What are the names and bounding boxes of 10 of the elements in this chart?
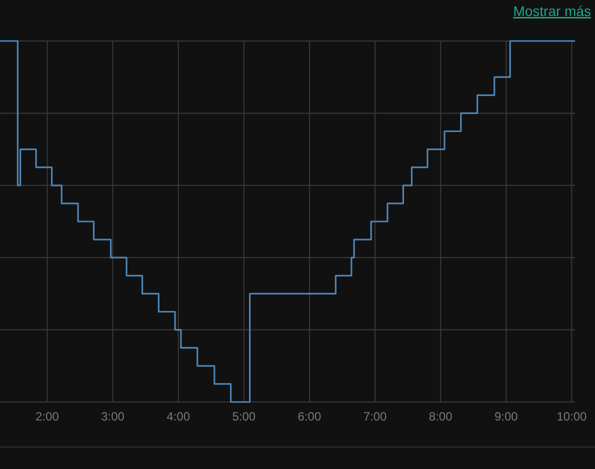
x-tick-label: 6:00 xyxy=(298,410,322,424)
x-tick-label: 7:00 xyxy=(363,410,388,424)
x-tick-label: 9:00 xyxy=(494,410,518,424)
text: Mostrar más xyxy=(513,3,591,19)
x-tick-label: 8:00 xyxy=(428,410,453,424)
x-tick-label: 4:00 xyxy=(166,410,190,424)
x-tick-label: 10:00 xyxy=(556,410,588,424)
x-tick-label: 2:00 xyxy=(36,410,60,424)
x-tick-label: 3:00 xyxy=(101,410,125,424)
x-tick-label: 5:00 xyxy=(232,410,256,424)
